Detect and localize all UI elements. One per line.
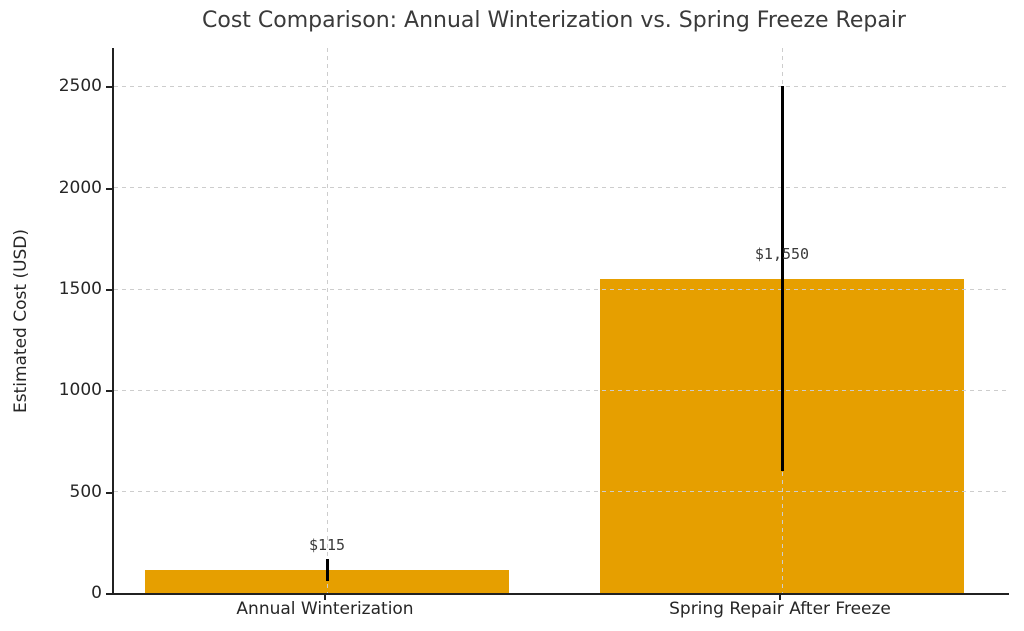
x-tick-label: Spring Repair After Freeze bbox=[669, 599, 891, 619]
y-tick-label: 0 bbox=[91, 583, 102, 603]
y-tick-label: 2500 bbox=[58, 76, 102, 97]
y-axis-tick bbox=[106, 289, 112, 292]
gridline-horizontal bbox=[114, 491, 1009, 493]
x-tick-label: Annual Winterization bbox=[236, 599, 414, 619]
bar-value-label: $1,550 bbox=[754, 244, 810, 263]
y-tick-label: 1000 bbox=[58, 380, 102, 401]
bar-value-label: $115 bbox=[308, 535, 346, 554]
gridline-horizontal bbox=[114, 389, 1009, 391]
x-axis-tick bbox=[324, 595, 326, 600]
y-axis-tick bbox=[106, 86, 112, 89]
y-axis-label: Estimated Cost (USD) bbox=[11, 228, 31, 414]
error-bar bbox=[325, 558, 329, 581]
gridline-horizontal bbox=[114, 85, 1009, 87]
error-bar bbox=[780, 86, 784, 472]
x-axis-tick bbox=[779, 595, 781, 600]
plot-area: $115 $1,550 bbox=[112, 48, 1009, 595]
y-tick-label: 1500 bbox=[58, 279, 102, 300]
gridline-horizontal bbox=[114, 187, 1009, 189]
y-axis-tick bbox=[106, 593, 112, 595]
y-tick-label: 2000 bbox=[58, 177, 102, 198]
y-axis-tick bbox=[106, 187, 112, 190]
y-axis-tick bbox=[106, 491, 112, 494]
y-axis-tick bbox=[106, 390, 112, 393]
chart-title: Cost Comparison: Annual Winterization vs… bbox=[202, 8, 906, 33]
gridline-vertical bbox=[326, 48, 328, 593]
y-tick-label: 500 bbox=[69, 481, 102, 502]
gridline-horizontal bbox=[114, 288, 1009, 290]
